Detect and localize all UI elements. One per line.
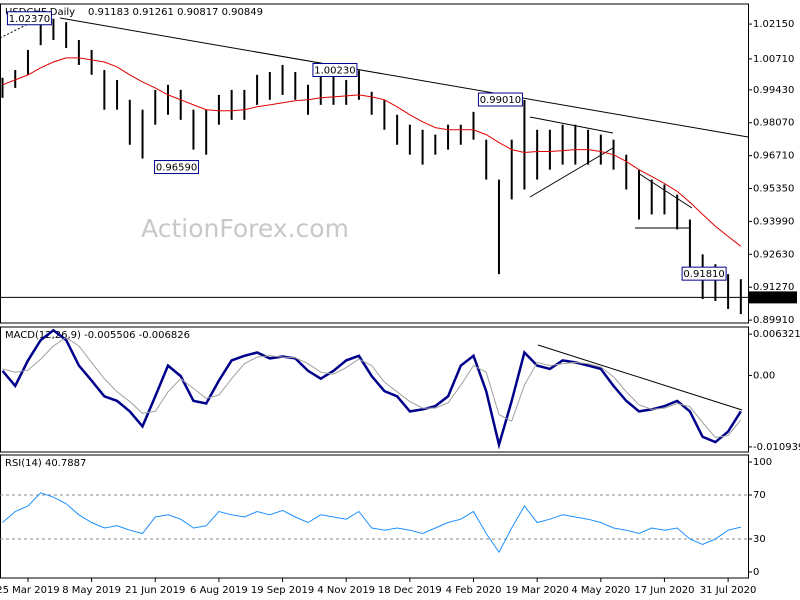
annotation-box [312, 63, 358, 78]
trend-line [537, 344, 743, 411]
annotation-box [154, 160, 200, 175]
y-tick-label: 0.98070 [753, 118, 794, 129]
y-tick-label: 0.95350 [753, 184, 794, 195]
panel-title: RSI(14) 40.7887 [5, 458, 86, 469]
x-tick-label: 8 May 2019 [62, 585, 121, 596]
x-tick-label: 25 Mar 2019 [0, 585, 60, 596]
series-line [2, 492, 741, 554]
annotation-label: 1.02370 [9, 14, 50, 25]
y-tick-label: 0.93990 [753, 216, 794, 227]
y-tick-label: 0.006321 [753, 329, 800, 340]
y-tick-label: 0.91270 [753, 282, 794, 293]
last-price-label: 0.90849 [753, 292, 794, 303]
panel-title-values: 0.91183 0.91261 0.90817 0.90849 [88, 7, 263, 18]
x-tick-label: 4 Nov 2019 [317, 585, 375, 596]
x-tick-label: 18 Dec 2019 [378, 585, 442, 596]
y-tick-label: 0.89910 [753, 315, 794, 326]
panel-title: MACD(12,26,9) -0.005506 -0.006826 [5, 330, 190, 341]
panel-frame [0, 326, 749, 453]
panel-frame [0, 3, 749, 324]
annotation-box [477, 92, 523, 107]
watermark: ActionForex.com [141, 214, 349, 243]
y-tick-label: 100 [753, 457, 772, 468]
x-tick-label: 17 Jun 2020 [634, 585, 694, 596]
annotation-box [681, 266, 727, 281]
series-line [1, 328, 742, 450]
x-tick-label: 21 Jun 2019 [125, 585, 185, 596]
series-line [2, 336, 742, 439]
annotation-box [6, 11, 52, 26]
y-tick-label: 30 [753, 534, 766, 545]
y-tick-label: 0.96710 [753, 151, 794, 162]
trend-line [529, 147, 614, 198]
annotation-label: 0.91810 [683, 269, 724, 280]
moving-average-line [2, 57, 742, 247]
trend-line [59, 17, 749, 138]
x-tick-label: 19 Mar 2020 [505, 585, 568, 596]
annotation-label: 1.00230 [314, 66, 355, 77]
y-tick-label: -0.010939 [753, 442, 800, 453]
y-tick-label: 70 [753, 490, 766, 501]
y-tick-label: 1.00710 [753, 54, 794, 65]
x-tick-label: 19 Sep 2019 [251, 585, 314, 596]
y-tick-label: 0.99430 [753, 85, 794, 96]
annotation-label: 0.96590 [156, 163, 197, 174]
annotation-label: 0.99010 [480, 95, 521, 106]
y-tick-label: 0.92630 [753, 249, 794, 260]
trend-line [529, 116, 614, 134]
panel-frame [0, 454, 749, 579]
x-tick-label: 4 May 2020 [571, 585, 630, 596]
y-tick-label: 1.02150 [753, 19, 794, 30]
x-tick-label: 6 Aug 2019 [190, 585, 248, 596]
y-tick-label: 0.00 [753, 370, 775, 381]
y-tick-label: 0 [753, 567, 759, 578]
x-tick-label: 31 Jul 2020 [700, 585, 757, 596]
last-price-box [749, 291, 797, 304]
x-tick-label: 4 Feb 2020 [446, 585, 502, 596]
